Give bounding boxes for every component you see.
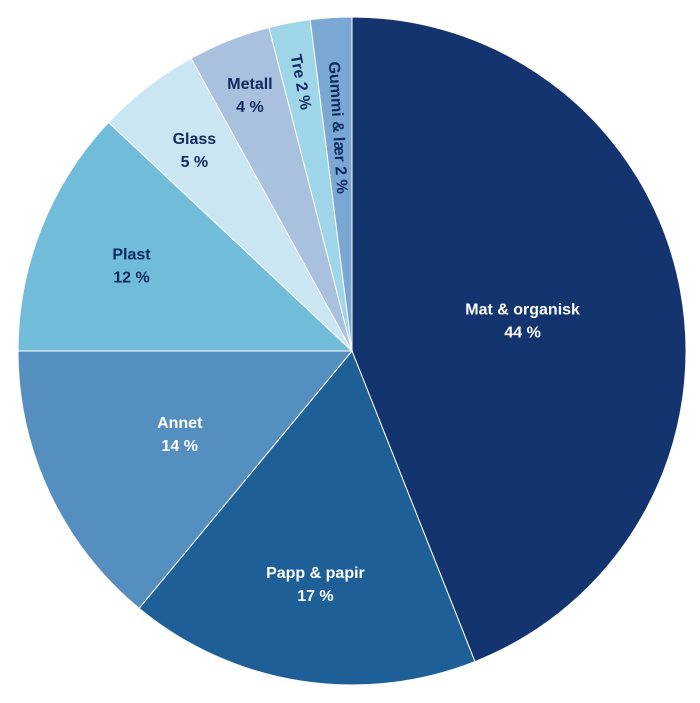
slice-value-label: 12 % — [113, 270, 149, 287]
slice-name-label: Metall — [227, 76, 272, 93]
slice-value-label: 4 % — [236, 99, 264, 116]
pie-slice — [17, 121, 354, 352]
slice-value-label: 14 % — [162, 438, 198, 455]
slice-name-label: Papp & papir — [266, 565, 365, 582]
slice-name-label: Plast — [112, 247, 151, 264]
slice-name-label: Glass — [173, 131, 217, 148]
slice-value-label: 44 % — [504, 324, 540, 341]
pie-slice — [138, 350, 476, 686]
pie-slice — [17, 350, 354, 610]
slice-name-label: Mat & organisk — [465, 301, 580, 318]
pie-slice — [351, 16, 687, 663]
slice-name-label: Annet — [157, 415, 203, 432]
slice-value-label: 5 % — [181, 154, 209, 171]
slice-value-label: 17 % — [297, 588, 333, 605]
pie-slice — [309, 16, 353, 352]
